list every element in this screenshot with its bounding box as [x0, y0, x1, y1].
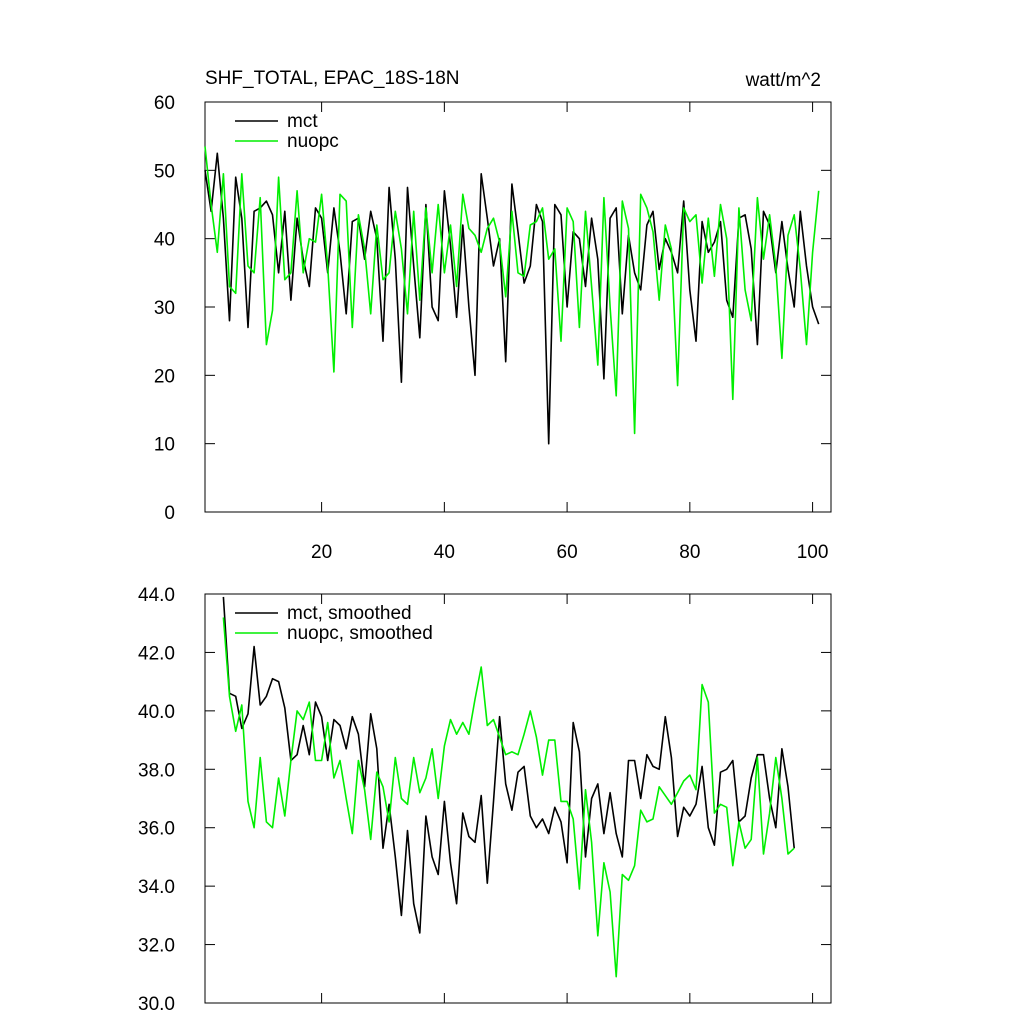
- series-line: [204, 152, 820, 445]
- x-tick-label: 80: [679, 542, 700, 563]
- chart-title: SHF_TOTAL, EPAC_18S-18N: [205, 68, 460, 89]
- series-line: [204, 146, 820, 435]
- legend-label: mct: [287, 111, 318, 132]
- y-tick-label: 34.0: [138, 877, 175, 898]
- y-tick-label: 50: [154, 161, 175, 182]
- y-tick-label: 32.0: [138, 936, 175, 957]
- y-tick-label: 40: [154, 230, 175, 251]
- legend-label: nuopc, smoothed: [287, 623, 433, 644]
- y-tick-label: 20: [154, 366, 175, 387]
- y-tick-label: 44.0: [138, 585, 175, 606]
- y-tick-label: 40.0: [138, 702, 175, 723]
- y-tick-label: 30: [154, 298, 175, 319]
- x-tick-label: 20: [311, 542, 332, 563]
- y-tick-label: 38.0: [138, 760, 175, 781]
- x-tick-label: 100: [797, 542, 829, 563]
- series-line: [222, 596, 795, 934]
- y-tick-label: 42.0: [138, 643, 175, 664]
- y-tick-label: 10: [154, 435, 175, 456]
- y-tick-label: 30.0: [138, 994, 175, 1015]
- plot-frame: [204, 101, 832, 513]
- y-tick-label: 36.0: [138, 819, 175, 840]
- y-tick-label: 60: [154, 93, 175, 114]
- y-tick-label: 0: [164, 503, 175, 524]
- legend-label: nuopc: [287, 131, 339, 152]
- units-label: watt/m^2: [745, 70, 821, 91]
- x-tick-label: 60: [557, 542, 578, 563]
- plot-frame: [204, 593, 832, 1004]
- legend-label: mct, smoothed: [287, 603, 412, 624]
- series-line: [222, 617, 795, 978]
- x-tick-label: 40: [434, 542, 455, 563]
